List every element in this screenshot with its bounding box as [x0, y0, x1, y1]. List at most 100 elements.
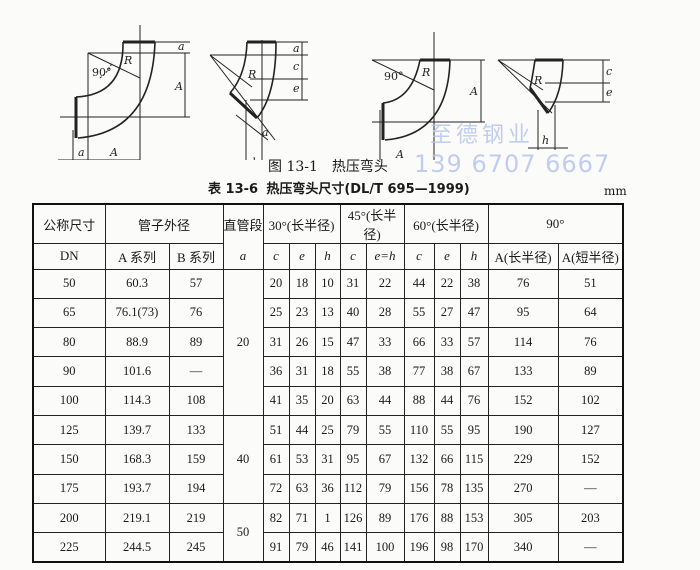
table-cell: 64 — [557, 297, 624, 329]
straight-length-cell: 40 — [222, 414, 264, 504]
table-cell: 27 — [433, 297, 461, 329]
table-cell: 112 — [339, 473, 367, 504]
table-cell: 38 — [365, 356, 405, 387]
watermark-company: 至德钢业 — [430, 123, 535, 148]
header-e60: e — [433, 243, 461, 270]
table-cell: 55 — [365, 414, 405, 446]
label-R: R — [533, 74, 542, 87]
table-cell: 76 — [557, 327, 624, 358]
label-h: h — [252, 156, 259, 160]
table-cell: 25 — [314, 414, 341, 446]
table-cell: 67 — [365, 444, 405, 475]
table-row: 150 168.3 159 61 53 31 95 67 132 66 115 229 152 — [32, 444, 624, 475]
table-cell: 79 — [339, 414, 367, 446]
table-cell: 18 — [288, 268, 316, 299]
table-cell: 33 — [365, 327, 405, 358]
table-cell: 190 — [487, 414, 559, 446]
table-cell: 89 — [365, 502, 405, 534]
table-cell: 40 — [339, 297, 367, 329]
table-cell: 114 — [487, 327, 559, 358]
table-cell: 170 — [459, 532, 489, 563]
table-cell: 31 — [288, 356, 316, 387]
table-cell: 219 — [168, 502, 224, 534]
header-straight: 直管段 — [222, 203, 264, 244]
table-cell: 60.3 — [104, 268, 170, 299]
table-cell: 229 — [487, 444, 559, 475]
straight-length-cell: 20 — [222, 268, 264, 416]
table-cell: 63 — [288, 473, 316, 504]
table-cell: 22 — [433, 268, 461, 299]
table-number: 表 13-6 — [208, 182, 259, 197]
table-cell: 194 — [168, 473, 224, 504]
label-c: c — [293, 60, 299, 73]
table-cell: 88 — [433, 502, 461, 534]
figure-30: R c e h — [497, 58, 613, 150]
table-cell: 244.5 — [104, 532, 170, 563]
table-cell: 200 — [32, 502, 106, 534]
table-cell: 26 — [288, 327, 316, 358]
table-row: 175 193.7 194 72 63 36 112 79 156 78 135 270— — [32, 473, 624, 504]
table-cell: 159 — [168, 444, 224, 475]
table-title-text: 热压弯头尺寸(DL/T 695—1999) — [266, 182, 470, 197]
label-a: a — [78, 146, 85, 159]
table-row: 50 60.3 57 20 20 18 10 31 22 44 22 38 76 51 — [32, 268, 624, 416]
table-cell: 152 — [487, 385, 559, 416]
table-cell: 20 — [262, 268, 290, 299]
table-cell: 55 — [339, 356, 367, 387]
table-cell: 88.9 — [104, 327, 170, 358]
table-cell: 76 — [168, 297, 224, 329]
table-cell: 133 — [487, 356, 559, 387]
header-row-1: 公称尺寸 管子外径 直管段 30°(长半径) 45°(长半径) 60°(长半径)… — [32, 203, 624, 244]
table-title: 表 13-6 热压弯头尺寸(DL/T 695—1999) — [208, 182, 470, 198]
table-cell: 89 — [168, 327, 224, 358]
header-45deg: 45°(长半径) — [339, 203, 405, 244]
table-cell: 20 — [314, 385, 341, 416]
elbow-drawings: 90° R a A a A R a c e h a 90° R A A R c … — [58, 25, 613, 160]
table-row: 90 101.6—36 31 18 55 38 77 38 67 133 89 — [32, 356, 624, 387]
table-row: 225 244.5 245 91 79 46 141 100 196 98 170 340— — [32, 532, 624, 563]
table-cell: 225 — [32, 532, 106, 563]
table-cell: 13 — [314, 297, 341, 329]
table-cell: 115 — [459, 444, 489, 475]
table-cell: 78 — [433, 473, 461, 504]
figure-90-short-radius: 90° R A A — [371, 32, 485, 160]
table-cell: — — [168, 356, 224, 387]
table-cell: 176 — [403, 502, 435, 534]
table-cell: 67 — [459, 356, 489, 387]
table-cell: 101.6 — [104, 356, 170, 387]
header-90deg: 90° — [487, 203, 624, 244]
table-cell: 100 — [32, 385, 106, 416]
table-cell: 15 — [314, 327, 341, 358]
table-cell: 28 — [365, 297, 405, 329]
table-cell: 66 — [433, 444, 461, 475]
table-cell: 51 — [262, 414, 290, 446]
table-cell: 47 — [339, 327, 367, 358]
header-a-series: A 系列 — [104, 243, 170, 270]
table-cell: 152 — [557, 444, 624, 475]
label-R: R — [123, 54, 132, 67]
unit-label: mm — [604, 184, 627, 198]
table-cell: 44 — [288, 414, 316, 446]
table-cell: 51 — [557, 268, 624, 299]
label-e: e — [293, 82, 300, 95]
table-cell: 65 — [32, 297, 106, 329]
table-cell: 76 — [487, 268, 559, 299]
header-b-series: B 系列 — [168, 243, 224, 270]
straight-length-cell: 50 — [222, 502, 264, 563]
table-cell: 98 — [433, 532, 461, 563]
table-cell: 153 — [459, 502, 489, 534]
table-cell: 193.7 — [104, 473, 170, 504]
header-c60: c — [403, 243, 435, 270]
table-cell: 57 — [459, 327, 489, 358]
table-cell: 80 — [32, 327, 106, 358]
label-a: a — [262, 126, 269, 139]
table-cell: 156 — [403, 473, 435, 504]
table-cell: 46 — [314, 532, 341, 563]
table-cell: 55 — [403, 297, 435, 329]
label-A: A — [395, 148, 404, 160]
table-cell: 61 — [262, 444, 290, 475]
table-cell: 41 — [262, 385, 290, 416]
table-cell: 168.3 — [104, 444, 170, 475]
table-cell: 110 — [403, 414, 435, 446]
label-h: h — [542, 134, 549, 147]
